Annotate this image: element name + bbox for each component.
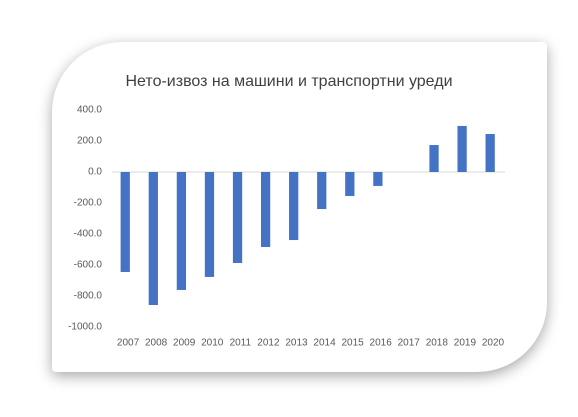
- bar: [289, 172, 299, 241]
- y-tick-label: -200.0: [74, 198, 103, 209]
- bar: [485, 134, 495, 172]
- bar: [373, 172, 383, 186]
- y-tick-label: 0.0: [88, 167, 102, 178]
- x-tick-label: 2010: [201, 338, 224, 349]
- x-tick-label: 2020: [482, 338, 505, 349]
- chart-title: Нето-извоз на машини и транспортни уреди: [126, 73, 453, 90]
- x-tick-label: 2007: [117, 338, 140, 349]
- x-tick-label: 2018: [426, 338, 449, 349]
- bar: [457, 125, 467, 172]
- bar: [148, 172, 158, 305]
- x-tick-label: 2015: [341, 338, 364, 349]
- x-tick-label: 2014: [313, 338, 336, 349]
- x-tick-label: 2013: [285, 338, 308, 349]
- y-tick-label: 200.0: [77, 136, 102, 147]
- x-tick-label: 2016: [370, 338, 393, 349]
- bar: [260, 172, 271, 248]
- x-tick-label: 2017: [398, 338, 421, 349]
- bar: [317, 172, 327, 210]
- bar: [232, 172, 243, 263]
- x-tick-label: 2008: [145, 338, 168, 349]
- y-tick-label: -800.0: [74, 291, 103, 302]
- y-tick-label: -400.0: [74, 229, 103, 240]
- y-tick-label: 400.0: [77, 105, 102, 116]
- x-tick-label: 2012: [257, 338, 280, 349]
- chart-card: [52, 42, 547, 372]
- x-tick-label: 2009: [173, 338, 196, 349]
- bar: [345, 172, 355, 197]
- bar: [204, 172, 215, 277]
- x-tick-label: 2011: [230, 338, 252, 349]
- bar: [120, 172, 130, 272]
- bar: [429, 145, 439, 172]
- y-tick-label: -600.0: [74, 260, 103, 271]
- y-tick-label: -1000.0: [68, 322, 102, 333]
- x-tick-label: 2019: [454, 338, 477, 349]
- bar: [176, 172, 187, 290]
